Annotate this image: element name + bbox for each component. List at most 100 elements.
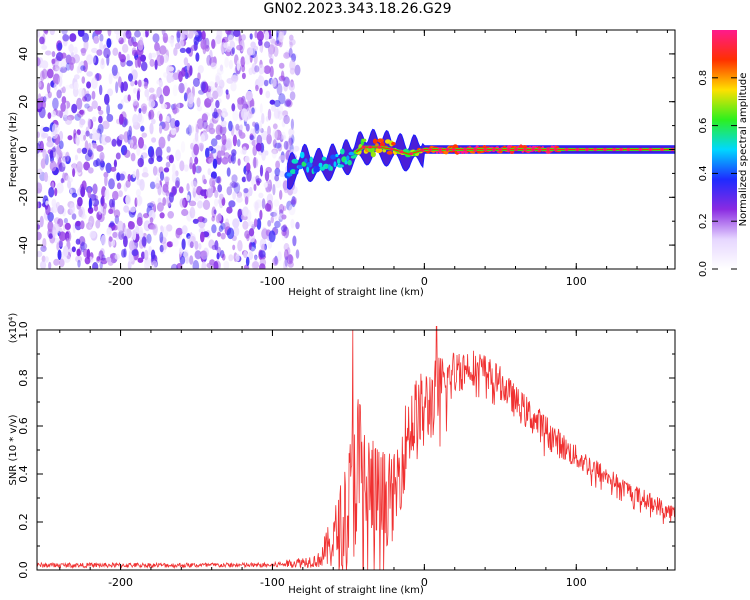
noise-blob bbox=[162, 121, 170, 131]
noise-blob bbox=[221, 133, 227, 146]
noise-blob bbox=[179, 160, 185, 172]
noise-blob bbox=[123, 226, 128, 239]
signal-peak-dot bbox=[564, 148, 569, 151]
noise-blob bbox=[156, 167, 162, 176]
noise-blob bbox=[281, 214, 287, 220]
noise-blob bbox=[244, 101, 248, 110]
noise-blob bbox=[75, 238, 81, 245]
noise-blob bbox=[49, 30, 55, 36]
noise-blob bbox=[292, 197, 297, 205]
noise-blob bbox=[59, 66, 68, 73]
noise-blob bbox=[134, 80, 138, 86]
noise-blob bbox=[272, 139, 277, 149]
signal-blob bbox=[321, 156, 327, 161]
noise-blob bbox=[118, 134, 125, 141]
noise-blob bbox=[270, 216, 274, 224]
noise-blob bbox=[126, 129, 132, 141]
noise-blob bbox=[141, 251, 145, 260]
noise-blob bbox=[83, 134, 87, 141]
signal-blob bbox=[337, 158, 341, 165]
noise-blob bbox=[71, 213, 77, 220]
noise-blob bbox=[263, 65, 271, 74]
noise-blob bbox=[92, 54, 96, 64]
noise-blob bbox=[244, 230, 251, 239]
noise-blob bbox=[130, 152, 136, 162]
noise-blob bbox=[108, 236, 113, 242]
noise-blob bbox=[133, 87, 137, 94]
noise-blob bbox=[69, 33, 77, 42]
noise-blob bbox=[253, 184, 257, 191]
noise-blob bbox=[80, 109, 86, 116]
noise-blob bbox=[259, 120, 263, 133]
noise-blob bbox=[112, 47, 119, 56]
noise-blob bbox=[163, 176, 170, 183]
noise-blob bbox=[87, 167, 94, 174]
noise-blob bbox=[290, 118, 294, 130]
noise-blob bbox=[213, 261, 219, 269]
noise-blob bbox=[93, 55, 99, 66]
noise-blob bbox=[64, 116, 73, 125]
noise-blob bbox=[283, 243, 290, 252]
noise-blob bbox=[225, 218, 230, 227]
signal-peak-dot bbox=[409, 152, 414, 156]
noise-blob bbox=[110, 166, 117, 172]
noise-blob bbox=[99, 261, 103, 269]
noise-blob bbox=[38, 106, 46, 119]
noise-blob bbox=[163, 167, 170, 173]
noise-blob bbox=[115, 81, 119, 94]
noise-blob bbox=[72, 168, 76, 178]
noise-blob bbox=[245, 123, 250, 132]
noise-blob bbox=[170, 263, 178, 269]
noise-blob bbox=[211, 206, 217, 218]
noise-blob bbox=[42, 132, 49, 139]
noise-blob bbox=[83, 161, 90, 171]
signal-peak-dot bbox=[420, 148, 425, 152]
noise-blob bbox=[74, 74, 80, 80]
noise-blob bbox=[52, 229, 57, 238]
noise-blob bbox=[283, 114, 290, 125]
signal-peak-dot bbox=[648, 148, 653, 151]
noise-blob bbox=[274, 167, 281, 177]
noise-blob bbox=[208, 81, 216, 90]
noise-blob bbox=[141, 236, 147, 247]
signal-blob bbox=[370, 151, 376, 158]
noise-blob bbox=[269, 58, 274, 65]
noise-blob bbox=[225, 89, 229, 95]
noise-blob bbox=[159, 244, 164, 253]
noise-blob bbox=[108, 208, 114, 215]
noise-blob bbox=[92, 143, 98, 149]
signal-blob bbox=[290, 169, 297, 175]
y-tick-label: 0.6 bbox=[17, 417, 30, 435]
noise-blob bbox=[168, 154, 174, 164]
noise-blob bbox=[108, 178, 115, 190]
noise-blob bbox=[147, 202, 154, 208]
noise-blob bbox=[272, 128, 278, 141]
noise-blob bbox=[200, 189, 208, 197]
noise-blob bbox=[185, 256, 190, 264]
noise-blob bbox=[233, 182, 241, 194]
snr-plot bbox=[37, 326, 675, 570]
noise-blob bbox=[220, 222, 226, 230]
heatmap-xlabel: Height of straight line (km) bbox=[288, 287, 424, 298]
noise-blob bbox=[172, 186, 178, 196]
signal-peak-dot bbox=[451, 148, 456, 151]
noise-blob bbox=[215, 124, 223, 136]
noise-blob bbox=[279, 171, 286, 178]
noise-blob bbox=[208, 157, 214, 164]
noise-blob bbox=[99, 151, 105, 161]
noise-blob bbox=[167, 211, 174, 219]
noise-blob bbox=[260, 128, 264, 133]
noise-blob bbox=[121, 249, 126, 258]
signal-peak-dot bbox=[361, 145, 366, 149]
noise-blob bbox=[57, 205, 65, 215]
noise-blob bbox=[114, 30, 122, 35]
noise-blob bbox=[198, 166, 202, 172]
noise-blob bbox=[228, 59, 233, 70]
noise-blob bbox=[95, 72, 100, 82]
noise-blob bbox=[286, 200, 293, 211]
noise-blob bbox=[162, 85, 170, 97]
noise-blob bbox=[214, 190, 219, 198]
noise-blob bbox=[131, 69, 138, 81]
noise-blob bbox=[71, 246, 76, 253]
noise-blob bbox=[51, 51, 56, 58]
